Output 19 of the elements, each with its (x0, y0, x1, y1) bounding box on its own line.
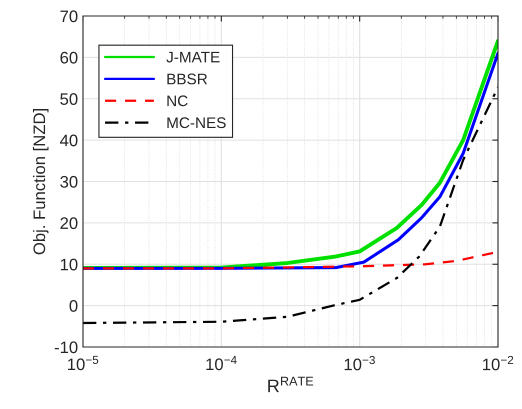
x-axis-title: R$^{RATE}$ (268, 376, 314, 392)
x-tick-label: 10$^{−3}$ (344, 356, 375, 370)
y-tick-label: 30 (60, 176, 78, 188)
y-axis-title: Obj. Function [NZD] (32, 109, 48, 254)
y-tick-label: 70 (60, 10, 78, 22)
y-tick-label: 10 (60, 258, 78, 270)
legend-label: BBSR (167, 74, 208, 84)
y-tick-label: 0 (70, 300, 78, 312)
x-tick-label: 10$^{−2}$ (483, 356, 514, 370)
legend-label: MC-NES (167, 117, 226, 128)
legend-label: NC (167, 95, 188, 106)
y-tick-label: 60 (60, 52, 78, 64)
y-tick-label: -10 (54, 341, 78, 354)
y-tick-label: 40 (60, 134, 78, 146)
x-tick-label: 10$^{−5}$ (68, 356, 98, 370)
x-tick-label: 10$^{−4}$ (206, 356, 237, 370)
y-tick-label: 20 (60, 217, 78, 230)
y-tick-label: 50 (60, 93, 78, 105)
legend-label: J-MATE (166, 52, 220, 62)
